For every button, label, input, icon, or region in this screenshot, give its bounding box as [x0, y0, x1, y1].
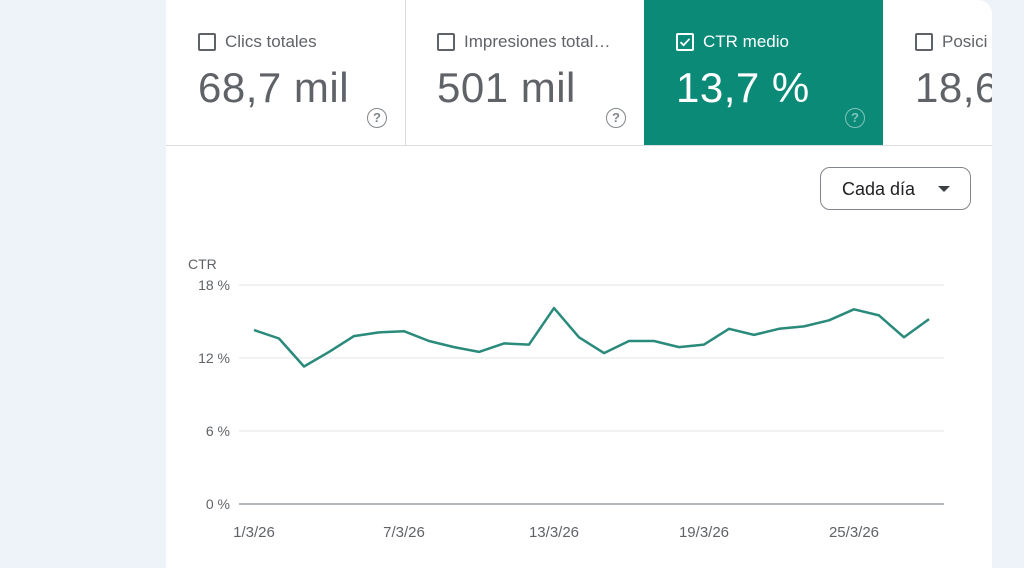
- x-tick-label: 25/3/26: [829, 524, 879, 541]
- help-icon[interactable]: ?: [367, 108, 387, 128]
- metric-value: 13,7 %: [676, 64, 810, 111]
- metric-tile-average-ctr[interactable]: CTR medio 13,7 % ?: [644, 0, 883, 145]
- checkbox-icon[interactable]: [437, 33, 455, 51]
- checkbox-checked-icon[interactable]: [676, 33, 694, 51]
- metric-label: CTR medio: [703, 32, 789, 51]
- y-tick-label: 0 %: [206, 496, 230, 512]
- x-tick-label: 13/3/26: [529, 524, 579, 541]
- checkbox-icon[interactable]: [915, 33, 933, 51]
- checkbox-icon[interactable]: [198, 33, 216, 51]
- help-icon[interactable]: ?: [845, 108, 865, 128]
- y-tick-label: 18 %: [198, 277, 230, 293]
- help-icon[interactable]: ?: [606, 108, 626, 128]
- y-tick-label: 6 %: [206, 423, 230, 439]
- metric-tiles: Clics totales 68,7 mil ? Impresiones tot…: [166, 0, 992, 146]
- metric-tile-total-clicks[interactable]: Clics totales 68,7 mil ?: [166, 0, 406, 145]
- metric-value: 501 mil: [437, 64, 576, 111]
- y-axis-label: CTR: [188, 256, 217, 272]
- granularity-dropdown[interactable]: Cada día: [820, 167, 971, 210]
- performance-card: Clics totales 68,7 mil ? Impresiones tot…: [166, 0, 992, 568]
- metric-value: 18,6: [915, 64, 992, 111]
- x-tick-label: 19/3/26: [679, 524, 729, 541]
- dropdown-arrow-icon: [938, 186, 950, 192]
- metric-tile-average-position[interactable]: Posici 18,6: [883, 0, 992, 145]
- metric-value: 68,7 mil: [198, 64, 350, 111]
- ctr-series-line[interactable]: [253, 306, 930, 368]
- metric-tile-total-impressions[interactable]: Impresiones total… 501 mil ?: [405, 0, 645, 145]
- ctr-line-chart: CTR 18 % 12 % 6 % 0 % 1/3/26 7/3/26 13/3/26 19…: [188, 256, 944, 541]
- granularity-dropdown-value: Cada día: [842, 179, 916, 199]
- x-tick-label: 7/3/26: [383, 524, 425, 541]
- metric-label: Posici: [942, 32, 988, 51]
- y-tick-label: 12 %: [198, 350, 230, 366]
- metric-label: Clics totales: [225, 32, 317, 51]
- metric-label: Impresiones total…: [464, 32, 611, 51]
- x-tick-label: 1/3/26: [233, 524, 275, 541]
